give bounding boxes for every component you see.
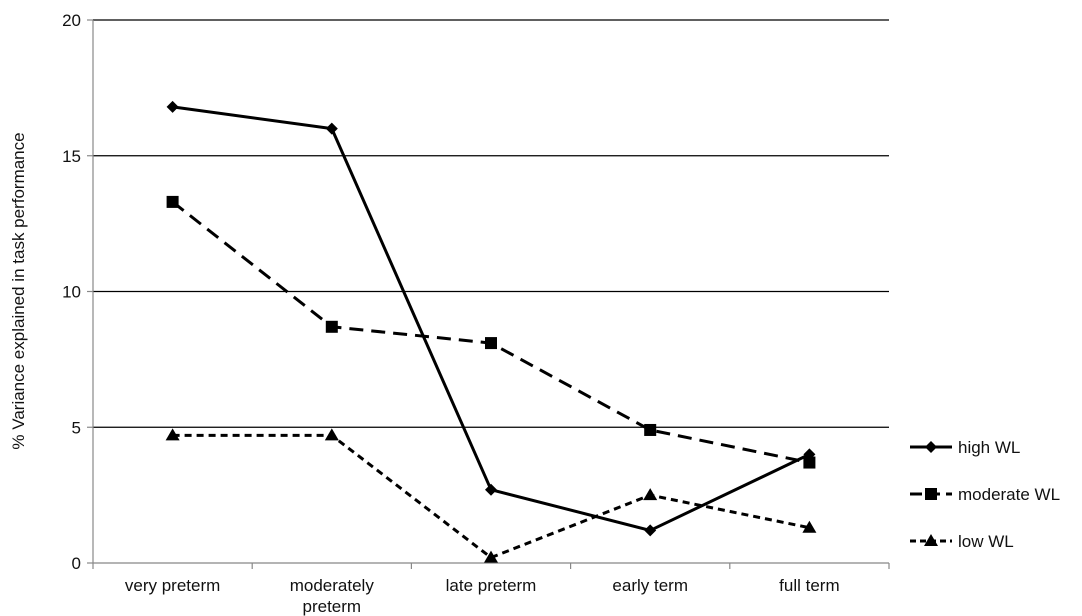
data-point-diamond xyxy=(485,484,497,496)
legend-item: high WL xyxy=(910,438,1020,457)
data-point-square xyxy=(485,337,497,349)
data-point-diamond xyxy=(925,441,937,453)
data-point-square xyxy=(167,196,179,208)
legend-item: moderate WL xyxy=(910,485,1060,504)
y-axis-title: % Variance explained in task performance xyxy=(9,132,28,449)
y-tick-label: 15 xyxy=(62,147,81,166)
x-tick-label: moderately preterm xyxy=(290,576,375,616)
legend-label: high WL xyxy=(958,438,1020,457)
legend-label: low WL xyxy=(958,532,1014,551)
y-tick-label: 10 xyxy=(62,283,81,302)
data-point-diamond xyxy=(644,524,656,536)
data-point-square xyxy=(326,321,338,333)
y-tick-label: 20 xyxy=(62,11,81,30)
data-point-triangle xyxy=(643,488,657,500)
x-tick-labels: very preterm moderately preterm late preter… xyxy=(125,576,840,616)
data-point-diamond xyxy=(326,123,338,135)
axes xyxy=(87,20,889,569)
data-point-triangle xyxy=(325,428,339,440)
x-tick-label: very preterm xyxy=(125,576,220,595)
x-tick-label: late preterm xyxy=(446,576,537,595)
data-point-square xyxy=(925,488,937,500)
legend: high WL moderate WL low WL xyxy=(910,438,1060,551)
data-point-square xyxy=(803,457,815,469)
x-tick-label: full term xyxy=(779,576,839,595)
legend-label: moderate WL xyxy=(958,485,1060,504)
series xyxy=(166,101,817,563)
series-line xyxy=(173,202,810,463)
series-high-wl xyxy=(167,101,816,537)
legend-item: low WL xyxy=(910,532,1014,551)
y-tick-labels: 0 5 10 15 20 xyxy=(62,11,81,573)
y-tick-label: 0 xyxy=(72,554,81,573)
series-line xyxy=(173,107,810,531)
data-point-diamond xyxy=(167,101,179,113)
gridlines xyxy=(93,20,889,427)
x-tick-label: early term xyxy=(612,576,688,595)
y-tick-label: 5 xyxy=(72,418,81,437)
series-line xyxy=(173,435,810,557)
data-point-square xyxy=(644,424,656,436)
